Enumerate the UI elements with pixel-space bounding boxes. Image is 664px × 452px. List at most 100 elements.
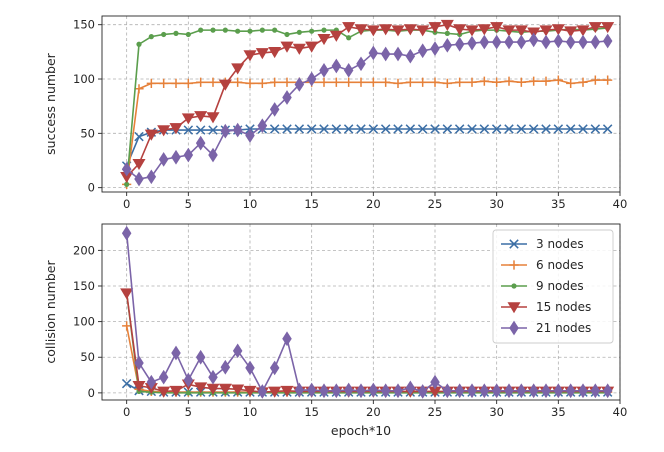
data-point	[158, 152, 169, 167]
data-point	[502, 25, 516, 37]
data-point	[368, 382, 379, 398]
data-point	[428, 22, 442, 34]
data-point	[504, 34, 514, 50]
data-point	[477, 24, 491, 36]
data-point	[292, 43, 306, 55]
data-point	[146, 169, 157, 185]
data-point	[245, 128, 255, 143]
legend: 3 nodes 6 nodes 9 nodes 15 nodes 21 nodes	[492, 229, 614, 344]
x-tick-label: 0	[123, 197, 130, 211]
legend-marker	[509, 260, 519, 270]
data-point	[272, 27, 278, 33]
data-point	[329, 30, 343, 42]
data-point	[317, 34, 331, 46]
data-point	[280, 41, 294, 53]
data-point	[132, 380, 146, 393]
series-line	[125, 128, 608, 167]
x-tick-label: 40	[613, 405, 628, 419]
data-point	[551, 24, 565, 36]
x-tick-label: 10	[243, 197, 258, 211]
data-point	[467, 77, 477, 87]
data-point	[602, 33, 613, 49]
data-point	[528, 124, 539, 134]
data-point	[541, 124, 551, 134]
data-point	[171, 78, 181, 88]
data-point	[454, 383, 465, 399]
series-line	[125, 233, 608, 393]
data-point	[284, 31, 290, 38]
data-point	[381, 77, 391, 87]
data-point	[331, 77, 341, 87]
series-21-nodes	[121, 32, 613, 187]
legend-item: 3 nodes	[501, 237, 584, 251]
data-point	[282, 77, 292, 87]
data-point	[430, 41, 440, 56]
data-point	[309, 28, 315, 34]
data-point	[231, 63, 245, 75]
data-point	[403, 24, 417, 36]
data-point	[319, 62, 329, 78]
y-tick-label: 100	[73, 315, 95, 329]
data-point	[514, 25, 528, 37]
y-axis-label: success number	[43, 52, 58, 155]
data-point	[195, 349, 206, 365]
data-point	[578, 383, 588, 399]
data-point	[393, 78, 403, 88]
y-tick-label: 0	[88, 181, 95, 195]
data-point	[590, 34, 601, 50]
data-point	[553, 124, 564, 134]
data-point	[269, 360, 280, 376]
data-point	[393, 124, 403, 134]
data-point	[417, 384, 428, 399]
data-point	[346, 35, 352, 41]
x-tick-label: 5	[185, 405, 192, 419]
data-point	[391, 25, 405, 37]
data-point	[158, 369, 169, 385]
data-point	[208, 125, 218, 135]
data-point	[553, 383, 564, 399]
data-point	[331, 58, 342, 74]
data-point	[268, 47, 282, 59]
collision-panel: 0 5 10 15 20 25 30 35 40 0 50 100 150 200 collision nu…	[43, 223, 628, 438]
data-point	[134, 355, 144, 371]
data-point	[169, 123, 183, 135]
data-point	[430, 77, 440, 87]
data-point	[269, 102, 280, 117]
data-point	[455, 77, 465, 87]
data-point	[417, 43, 428, 59]
data-point	[208, 147, 218, 163]
data-point	[169, 385, 183, 398]
data-point	[245, 360, 255, 376]
legend-label: 21 nodes	[536, 321, 591, 335]
data-point	[516, 383, 527, 399]
y-tick-label: 50	[80, 350, 95, 364]
data-point	[444, 30, 450, 36]
data-point	[218, 383, 232, 395]
data-point	[294, 124, 305, 134]
data-point	[269, 124, 280, 134]
data-point	[479, 124, 490, 134]
data-point	[144, 129, 158, 141]
data-point	[305, 41, 319, 53]
data-point	[122, 321, 132, 331]
series-15-nodes	[120, 19, 615, 184]
legend-marker	[509, 239, 519, 249]
data-point	[379, 24, 393, 36]
data-point	[356, 77, 366, 87]
data-point	[405, 48, 416, 64]
data-point	[296, 29, 302, 35]
data-point	[181, 113, 195, 125]
data-point	[319, 383, 329, 399]
x-tick-label: 35	[551, 405, 566, 419]
data-point	[282, 331, 292, 347]
data-point	[146, 374, 157, 390]
legend-item: 21 nodes	[501, 320, 591, 336]
data-point	[516, 34, 527, 50]
data-point	[159, 78, 169, 88]
y-axis-label: collision number	[43, 260, 58, 364]
series-line	[125, 79, 608, 185]
data-point	[354, 24, 368, 36]
data-point	[440, 19, 454, 31]
data-point	[590, 124, 601, 134]
data-point	[306, 124, 317, 134]
